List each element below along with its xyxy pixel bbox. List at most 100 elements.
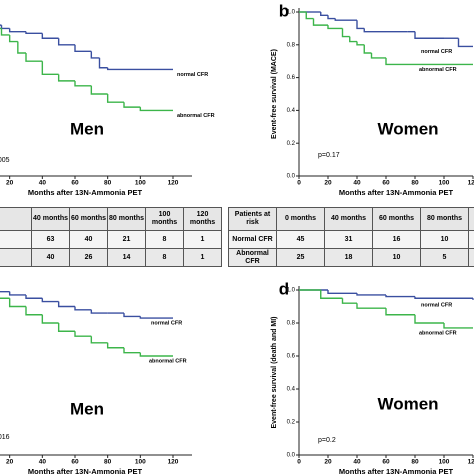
p-value: p=0.005 bbox=[0, 157, 10, 164]
survival-step bbox=[327, 15, 336, 20]
table-cell: 80 months bbox=[420, 207, 469, 231]
x-tick-label: 40 bbox=[353, 180, 361, 187]
table-cell: 31 bbox=[324, 230, 373, 249]
panel-letter: b bbox=[279, 1, 289, 20]
survival-step bbox=[320, 12, 328, 16]
survival-step bbox=[320, 290, 343, 299]
x-tick-label: 120 bbox=[168, 180, 179, 187]
survival-step bbox=[8, 34, 18, 43]
y-tick-label: 0.2 bbox=[287, 141, 296, 147]
table-cell: Abnormal CFR bbox=[228, 248, 277, 267]
table-cell bbox=[0, 207, 32, 231]
survival-step bbox=[41, 61, 59, 76]
survival-step bbox=[0, 290, 10, 293]
survival-step bbox=[25, 31, 43, 35]
x-tick-label: 40 bbox=[353, 459, 361, 466]
x-tick-label: 120 bbox=[468, 459, 474, 466]
y-tick-label: 0.6 bbox=[287, 75, 296, 81]
survival-step bbox=[457, 38, 473, 48]
survival-step bbox=[57, 323, 75, 332]
y-tick-label: 0.8 bbox=[287, 42, 296, 48]
y-tick-label: 1.0 bbox=[287, 288, 296, 294]
series-label: normal CFR bbox=[421, 49, 452, 55]
survival-step bbox=[8, 28, 26, 33]
table-cell: 8 bbox=[145, 230, 184, 249]
x-tick-label: 100 bbox=[439, 459, 450, 466]
p-value: p=0.17 bbox=[318, 152, 340, 159]
survival-step bbox=[139, 316, 173, 319]
survival-step bbox=[356, 303, 386, 309]
series-label: abnormal CFR bbox=[149, 358, 187, 364]
x-tick-label: 20 bbox=[324, 459, 332, 466]
series-label: normal CFR bbox=[177, 72, 208, 78]
survival-step bbox=[370, 53, 386, 59]
x-tick-label: 0 bbox=[297, 180, 301, 187]
survival-step bbox=[90, 85, 108, 95]
survival-step bbox=[90, 51, 100, 59]
survival-step bbox=[106, 67, 173, 71]
series-label: normal CFR bbox=[421, 302, 452, 308]
survival-step bbox=[327, 290, 357, 294]
y-tick-label: 0.4 bbox=[287, 108, 296, 114]
x-tick-label: 20 bbox=[6, 180, 14, 187]
survival-step bbox=[123, 313, 141, 318]
table-row: Patients at risk 0 months 40 months 60 mont… bbox=[228, 207, 474, 231]
survival-step bbox=[385, 294, 415, 298]
survival-step bbox=[334, 18, 357, 21]
p-value: p=0.2 bbox=[318, 437, 336, 444]
survival-step bbox=[0, 24, 2, 26]
survival-step bbox=[356, 20, 365, 30]
table-cell: 45 bbox=[276, 230, 325, 249]
table-row: 40 months 60 months 80 months 100 months 120… bbox=[0, 207, 222, 231]
x-tick-label: 40 bbox=[39, 180, 47, 187]
table-cell: 14 bbox=[107, 248, 146, 267]
y-tick-label: 0.2 bbox=[287, 420, 296, 426]
survival-step bbox=[0, 28, 10, 36]
table-row: Abnormal CFR 25 18 10 5 bbox=[228, 248, 474, 267]
survival-step bbox=[0, 25, 10, 30]
risk-table: Patients at risk 0 months 40 months 60 mont… bbox=[228, 207, 474, 267]
x-tick-label: 80 bbox=[104, 180, 112, 187]
survival-step bbox=[74, 306, 92, 311]
x-axis-title: Months after 13N-Ammonia PET bbox=[339, 467, 454, 474]
survival-step bbox=[0, 297, 10, 299]
survival-step bbox=[57, 301, 75, 308]
y-tick-label: 0.4 bbox=[287, 387, 296, 393]
series-label: abnormal CFR bbox=[177, 113, 215, 119]
series-label: normal CFR bbox=[151, 321, 182, 327]
table-row: 63 40 21 8 1 bbox=[0, 230, 222, 249]
survival-step bbox=[25, 53, 43, 62]
survival-step bbox=[8, 298, 26, 308]
y-tick-label: 0.8 bbox=[287, 321, 296, 327]
table-row: Normal CFR 45 31 16 10 bbox=[228, 230, 474, 249]
p-value: p=0.016 bbox=[0, 434, 10, 441]
survival-step bbox=[139, 352, 173, 357]
survival-step bbox=[90, 309, 108, 314]
table-cell: 26 bbox=[69, 248, 108, 267]
y-axis-title: Event-free survival (MACE) bbox=[271, 49, 278, 139]
table-cell: 40 months bbox=[31, 207, 70, 231]
survival-step bbox=[74, 80, 92, 87]
survival-step bbox=[123, 347, 141, 354]
x-tick-label: 80 bbox=[104, 459, 112, 466]
survival-step bbox=[385, 57, 473, 66]
table-cell bbox=[468, 207, 474, 231]
table-cell: 18 bbox=[324, 248, 373, 267]
survival-step bbox=[363, 28, 386, 33]
table-cell: 40 bbox=[69, 230, 108, 249]
x-tick-label: 40 bbox=[39, 459, 47, 466]
risk-table: 40 months 60 months 80 months 100 months 120… bbox=[0, 207, 222, 267]
table-cell: 63 bbox=[31, 230, 70, 249]
table-cell: 80 months bbox=[107, 207, 146, 231]
y-axis-title: Event-free survival (death and MI) bbox=[271, 316, 278, 428]
table-cell bbox=[468, 248, 474, 267]
survival-step bbox=[349, 36, 357, 43]
x-axis-title: Months after 13N-Ammonia PET bbox=[339, 188, 454, 197]
survival-step bbox=[41, 314, 59, 324]
x-tick-label: 60 bbox=[71, 459, 79, 466]
x-tick-label: 0 bbox=[297, 459, 301, 466]
table-cell: 5 bbox=[420, 248, 469, 267]
panel-title: Men bbox=[70, 399, 104, 418]
survival-step bbox=[106, 342, 124, 349]
